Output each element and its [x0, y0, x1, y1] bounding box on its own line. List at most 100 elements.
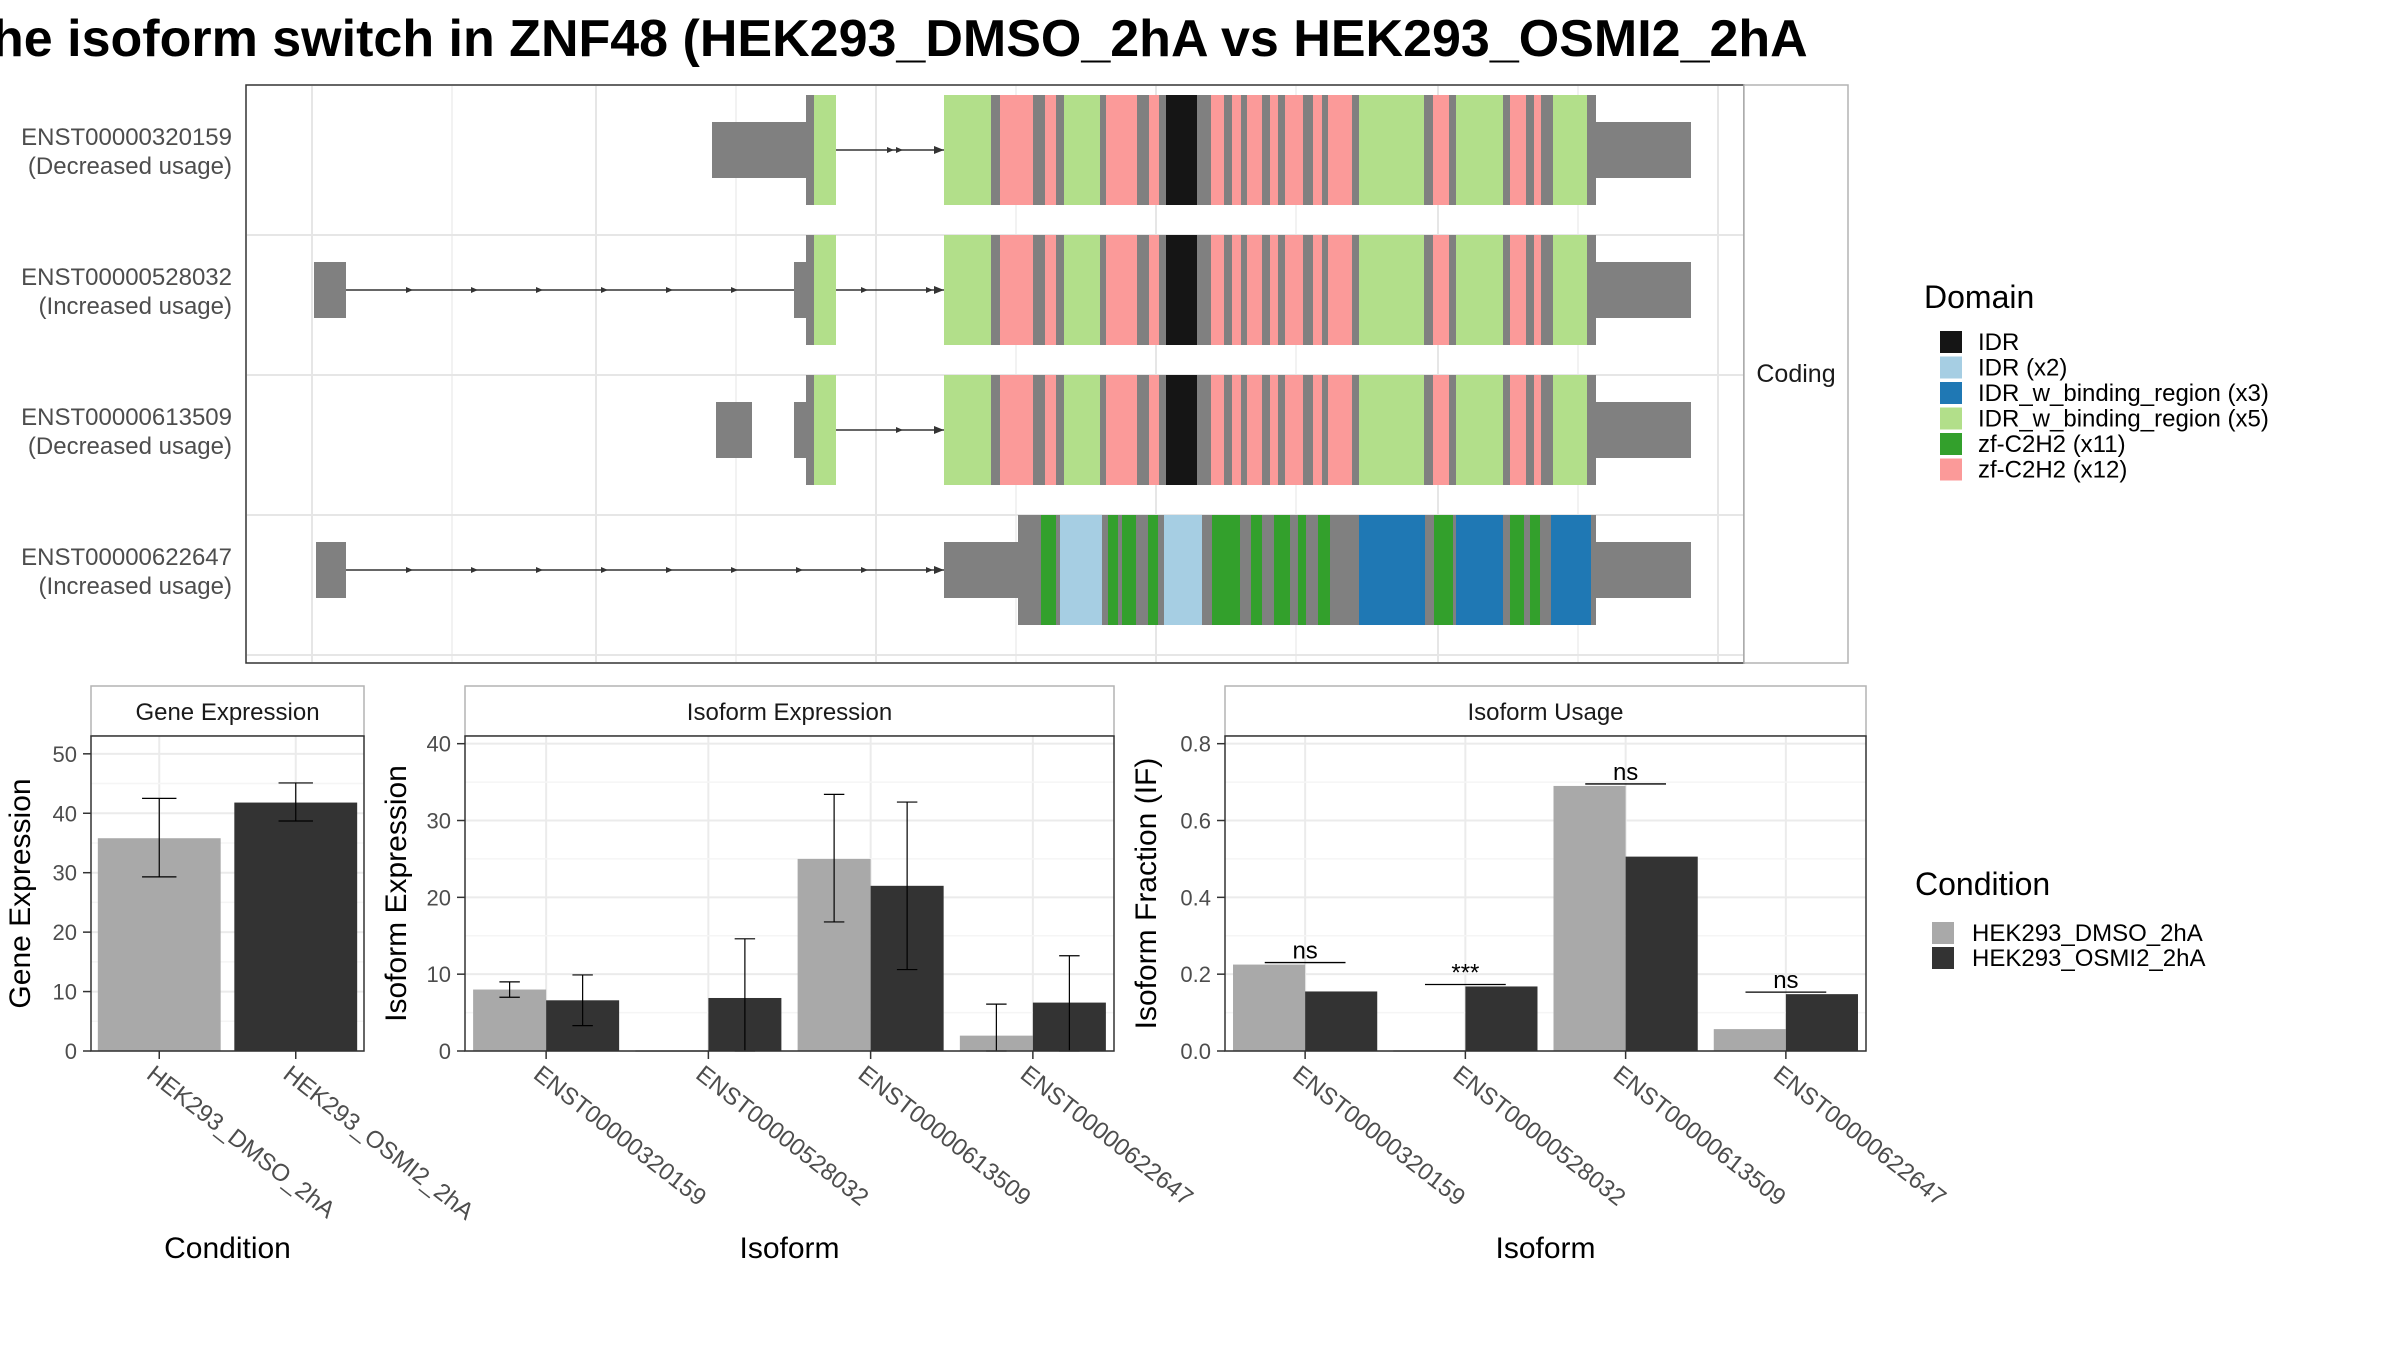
panel-strip	[1224, 685, 1867, 737]
domain-stripe	[1328, 95, 1352, 205]
transcript-usage: (Increased usage)	[39, 293, 232, 320]
gene-structure-panel: Coding ENST00000320159(Decreased usage)E…	[21, 84, 1849, 664]
transcript-id: ENST00000320159	[21, 124, 232, 151]
y-tick-label: 50	[53, 742, 77, 767]
domain-legend-title: Domain	[1924, 279, 2034, 315]
intron-arrow	[536, 287, 543, 293]
plot-background	[465, 736, 1114, 1051]
transcript-ENST00000613509: ENST00000613509(Decreased usage)	[21, 375, 1691, 485]
domain-legend-key	[1940, 356, 1962, 379]
domain-stripe	[1530, 515, 1540, 625]
significance-label: ***	[1451, 959, 1479, 986]
bar	[1233, 964, 1306, 1051]
condition-legend-label: HEK293_DMSO_2hA	[1972, 920, 2203, 947]
intron-arrow	[861, 567, 868, 573]
domain-stripe	[1122, 515, 1136, 625]
x-axis-title: Isoform	[1495, 1232, 1595, 1265]
y-tick-label: 20	[53, 920, 77, 945]
isoform-usage-panel: Isoform Usage 0.0 0.2 0.4 0.6 0.8 ENST00000320…	[1130, 685, 1951, 1265]
domain-stripe	[1456, 515, 1503, 625]
significance-label: ns	[1773, 967, 1798, 994]
condition-legend-key	[1932, 947, 1954, 969]
domain-stripe	[1553, 235, 1587, 345]
intron-arrow	[896, 427, 903, 433]
transcript-ENST00000528032: ENST00000528032(Increased usage)	[21, 235, 1691, 345]
x-axis-title: Condition	[164, 1232, 291, 1265]
domain-stripe	[1270, 375, 1278, 485]
domain-stripe	[1247, 235, 1262, 345]
y-tick-label: 40	[427, 732, 451, 757]
domain-stripe	[1359, 375, 1424, 485]
domain-stripe	[1510, 375, 1526, 485]
domain-stripe	[1298, 515, 1306, 625]
domain-stripe	[1359, 235, 1424, 345]
domain-legend-key	[1940, 458, 1962, 481]
domain-stripe	[1064, 235, 1100, 345]
domain-stripe	[1274, 515, 1290, 625]
intron-arrow	[471, 567, 478, 573]
intron-arrow	[601, 287, 608, 293]
x-tick-label: ENST00000613509	[1608, 1060, 1791, 1211]
bar	[1465, 986, 1538, 1051]
utr-exon	[1596, 122, 1691, 178]
domain-stripe	[1149, 95, 1159, 205]
utr-exon	[1596, 262, 1691, 318]
domain-stripe	[1060, 515, 1102, 625]
domain-stripe	[1041, 515, 1056, 625]
domain-stripe	[1148, 515, 1158, 625]
bar	[1713, 1029, 1786, 1051]
domain-stripe	[814, 235, 836, 345]
domain-stripe	[1149, 375, 1159, 485]
x-axis-title: Isoform	[739, 1232, 839, 1265]
bar	[1625, 856, 1698, 1051]
domain-legend-label: IDR	[1978, 329, 2019, 356]
domain-stripe	[1534, 95, 1541, 205]
domain-stripe	[1551, 515, 1591, 625]
panel-title: Isoform Usage	[1467, 699, 1623, 726]
y-tick-label: 30	[427, 809, 451, 834]
domain-legend-label: IDR_w_binding_region (x5)	[1978, 406, 2269, 433]
condition-legend-title: Condition	[1915, 866, 2050, 902]
y-axis-title: Isoform Expression	[380, 765, 413, 1022]
intron-arrow	[926, 287, 933, 293]
x-tick-label: ENST00000528032	[1448, 1060, 1631, 1211]
significance-label: ns	[1613, 759, 1638, 786]
panel-title: Gene Expression	[135, 699, 319, 726]
structure-facet-label: Coding	[1756, 360, 1835, 388]
domain-stripe	[1433, 95, 1449, 205]
utr-exon	[794, 402, 806, 458]
utr-exon	[316, 542, 346, 598]
domain-stripe	[1166, 375, 1197, 485]
domain-stripe	[1270, 235, 1278, 345]
y-tick-label: 30	[53, 861, 77, 886]
domain-stripe	[1164, 515, 1202, 625]
domain-legend-label: IDR_w_binding_region (x3)	[1978, 380, 2269, 407]
intron-arrow	[934, 426, 944, 434]
intron-arrow	[666, 287, 673, 293]
plot-border	[1224, 735, 1867, 1052]
domain-legend-key	[1940, 433, 1962, 455]
domain-stripe	[1251, 515, 1262, 625]
domain-stripe	[1328, 235, 1352, 345]
y-tick-label: 0	[439, 1039, 451, 1064]
domain-stripe	[944, 235, 991, 345]
domain-stripe	[1000, 235, 1033, 345]
utr-exon	[712, 122, 808, 178]
bar	[1305, 991, 1378, 1051]
y-tick-label: 40	[53, 801, 77, 826]
domain-stripe	[1433, 375, 1449, 485]
domain-stripe	[1232, 95, 1241, 205]
structure-transcripts: ENST00000320159(Decreased usage)ENST0000…	[21, 95, 1691, 625]
intron-arrow	[861, 287, 868, 293]
domain-stripe	[1510, 235, 1526, 345]
x-tick-label: ENST00000528032	[691, 1060, 874, 1211]
intron-arrow	[666, 567, 673, 573]
domain-stripe	[1166, 235, 1197, 345]
domain-stripe	[1045, 235, 1056, 345]
significance-label: ns	[1292, 938, 1317, 965]
domain-stripe	[1000, 375, 1033, 485]
domain-legend-label: IDR (x2)	[1978, 355, 2067, 382]
bar	[1553, 785, 1626, 1051]
structure-strip	[1743, 84, 1849, 664]
